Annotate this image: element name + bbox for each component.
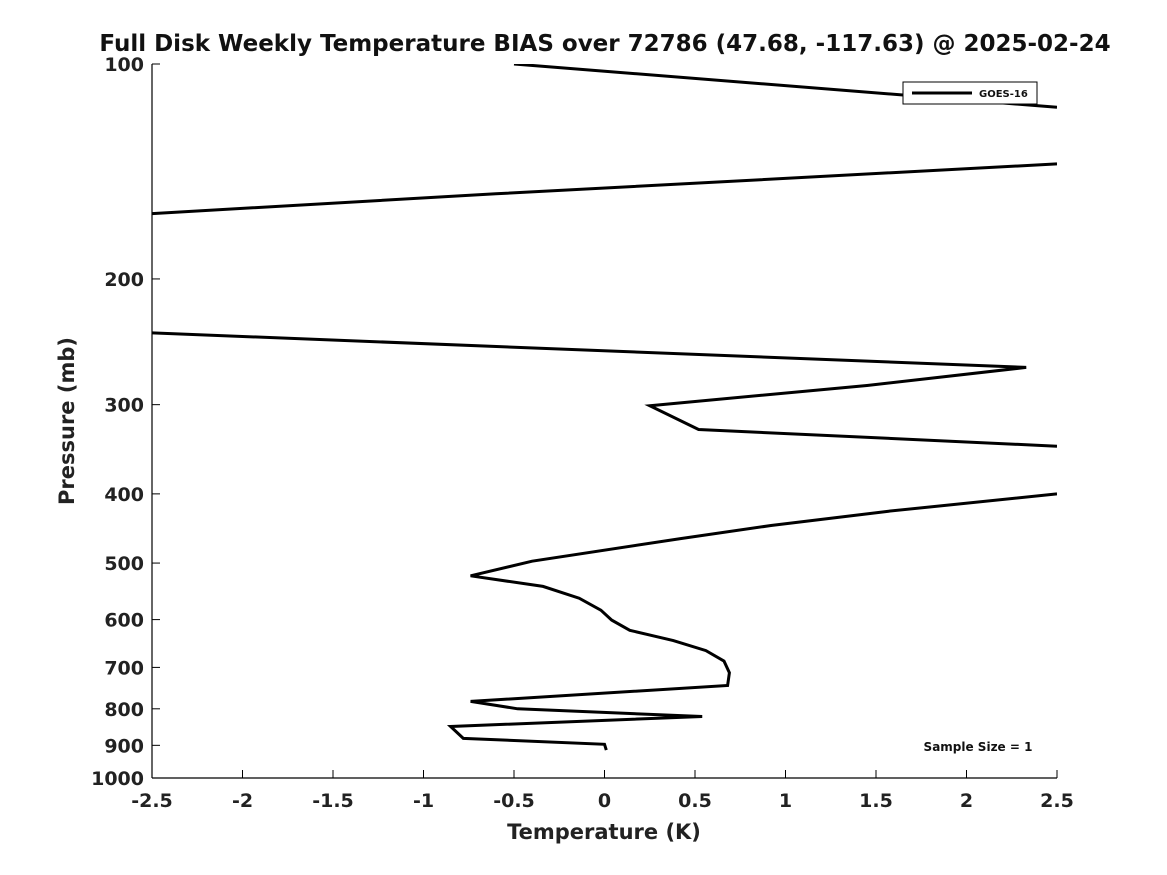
x-tick-label: 1.5 <box>859 790 893 812</box>
series-line-goes16-segment-2 <box>152 331 1057 448</box>
x-tick-label: -0.5 <box>493 790 535 812</box>
y-tick-label: 600 <box>104 610 144 632</box>
x-tick-label: -1.5 <box>312 790 354 812</box>
series-line-goes16-segment-1 <box>152 162 1057 216</box>
y-tick-label: 1000 <box>91 768 144 790</box>
x-tick-label: 2 <box>960 790 973 812</box>
plot-area <box>151 64 1057 779</box>
y-tick-label: 300 <box>104 395 144 417</box>
y-axis-ticks: 100 200 300 400 500 600 700 800 900 1000 <box>91 54 160 790</box>
y-axis-label: Pressure (mb) <box>55 337 79 505</box>
sample-size-annotation: Sample Size = 1 <box>924 740 1033 754</box>
x-tick-label: 0 <box>598 790 611 812</box>
chart-title: Full Disk Weekly Temperature BIAS over 7… <box>99 31 1110 57</box>
x-tick-label: -1 <box>413 790 434 812</box>
series-line-goes16-segment-3 <box>446 492 1057 751</box>
x-tick-label: 2.5 <box>1040 790 1074 812</box>
x-tick-label: 1 <box>779 790 792 812</box>
y-tick-label: 800 <box>104 699 144 721</box>
legend-entry-goes16: GOES-16 <box>979 89 1028 100</box>
y-tick-label: 900 <box>104 735 144 757</box>
y-tick-label: 500 <box>104 553 144 575</box>
x-axis-ticks: -2.5 -2 -1.5 -1 -0.5 0 0.5 1 1.5 2 2.5 <box>131 770 1074 812</box>
x-tick-label: -2.5 <box>131 790 173 812</box>
x-axis-label: Temperature (K) <box>507 820 701 844</box>
y-tick-label: 400 <box>104 484 144 506</box>
x-tick-label: -2 <box>232 790 253 812</box>
legend: GOES-16 <box>902 81 1038 105</box>
y-tick-label: 200 <box>104 269 144 291</box>
y-tick-label: 100 <box>104 54 144 76</box>
x-tick-label: 0.5 <box>678 790 712 812</box>
y-tick-label: 700 <box>104 657 144 679</box>
